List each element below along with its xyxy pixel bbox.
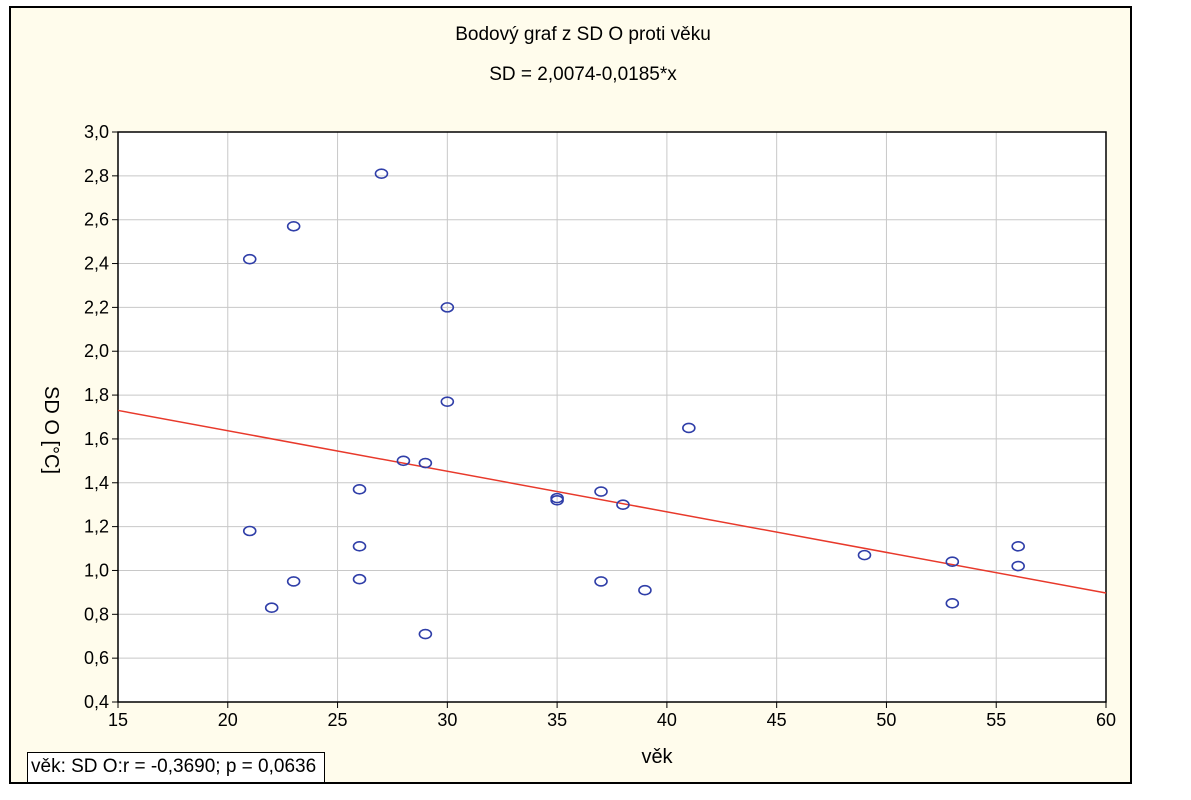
data-point xyxy=(264,602,279,614)
data-point xyxy=(616,499,630,510)
data-point xyxy=(550,495,564,506)
data-point xyxy=(286,220,301,232)
y-tick-label: 2,0 xyxy=(84,341,109,361)
x-tick-label: 45 xyxy=(767,710,787,730)
stats-annotation: věk: SD O:r = -0,3690; p = 0,0636 xyxy=(27,752,326,783)
data-point xyxy=(682,422,696,434)
data-point xyxy=(396,455,411,467)
plot-background xyxy=(118,132,1106,702)
chart-subtitle: SD = 2,0074-0,0185*x xyxy=(489,64,677,85)
data-point xyxy=(440,302,455,313)
data-point xyxy=(286,576,301,587)
data-point xyxy=(1011,541,1025,552)
plot-area: 15 20 25 30 35 40 45 50 55 60 0,4 0,6 0,8 1,0 1,2 1,4 1,… xyxy=(84,122,1116,730)
chart-title: Bodový graf z SD O proti věku xyxy=(455,24,711,45)
y-tick-label: 1,2 xyxy=(84,517,109,537)
plot-border xyxy=(117,131,1107,703)
x-tick-label: 40 xyxy=(657,710,677,730)
data-point xyxy=(352,484,367,495)
y-tick-label: 2,4 xyxy=(84,254,109,274)
y-tick-label: 2,2 xyxy=(84,297,109,317)
data-point xyxy=(594,576,608,587)
y-tick-label: 0,6 xyxy=(84,648,109,668)
data-point xyxy=(242,253,257,265)
y-tick-label: 1,6 xyxy=(84,429,109,449)
x-tick-label: 25 xyxy=(328,710,348,730)
x-axis-label: věk xyxy=(641,746,673,768)
data-point xyxy=(242,525,257,537)
y-tick-label: 0,8 xyxy=(84,604,109,624)
data-point xyxy=(418,457,433,469)
x-tick-label: 15 xyxy=(108,710,128,730)
x-tick-label: 30 xyxy=(437,710,457,730)
data-point xyxy=(945,598,960,609)
data-point xyxy=(440,396,455,407)
x-tick-label: 50 xyxy=(876,710,896,730)
y-tick-label: 0,4 xyxy=(84,692,109,712)
data-point xyxy=(374,168,389,179)
y-tick-label: 3,0 xyxy=(84,122,109,142)
x-tick-label: 60 xyxy=(1096,710,1116,730)
y-tick-label: 2,6 xyxy=(84,210,109,230)
data-point xyxy=(638,584,652,596)
regression-line xyxy=(117,409,1107,594)
data-point xyxy=(594,486,608,497)
data-point xyxy=(857,549,872,561)
y-tick-label: 2,8 xyxy=(84,166,109,186)
x-tick-label: 55 xyxy=(986,710,1006,730)
data-point xyxy=(1011,560,1025,572)
y-tick-label: 1,0 xyxy=(84,560,109,580)
y-tick-label: 1,8 xyxy=(84,385,109,405)
data-point xyxy=(418,628,433,640)
x-tick-label: 35 xyxy=(547,710,567,730)
data-point xyxy=(352,573,367,585)
y-tick-label: 1,4 xyxy=(84,473,109,493)
data-point xyxy=(945,556,960,567)
data-point xyxy=(352,541,367,552)
y-axis-label: SD O [°C] xyxy=(40,386,62,474)
x-tick-label: 20 xyxy=(218,710,238,730)
